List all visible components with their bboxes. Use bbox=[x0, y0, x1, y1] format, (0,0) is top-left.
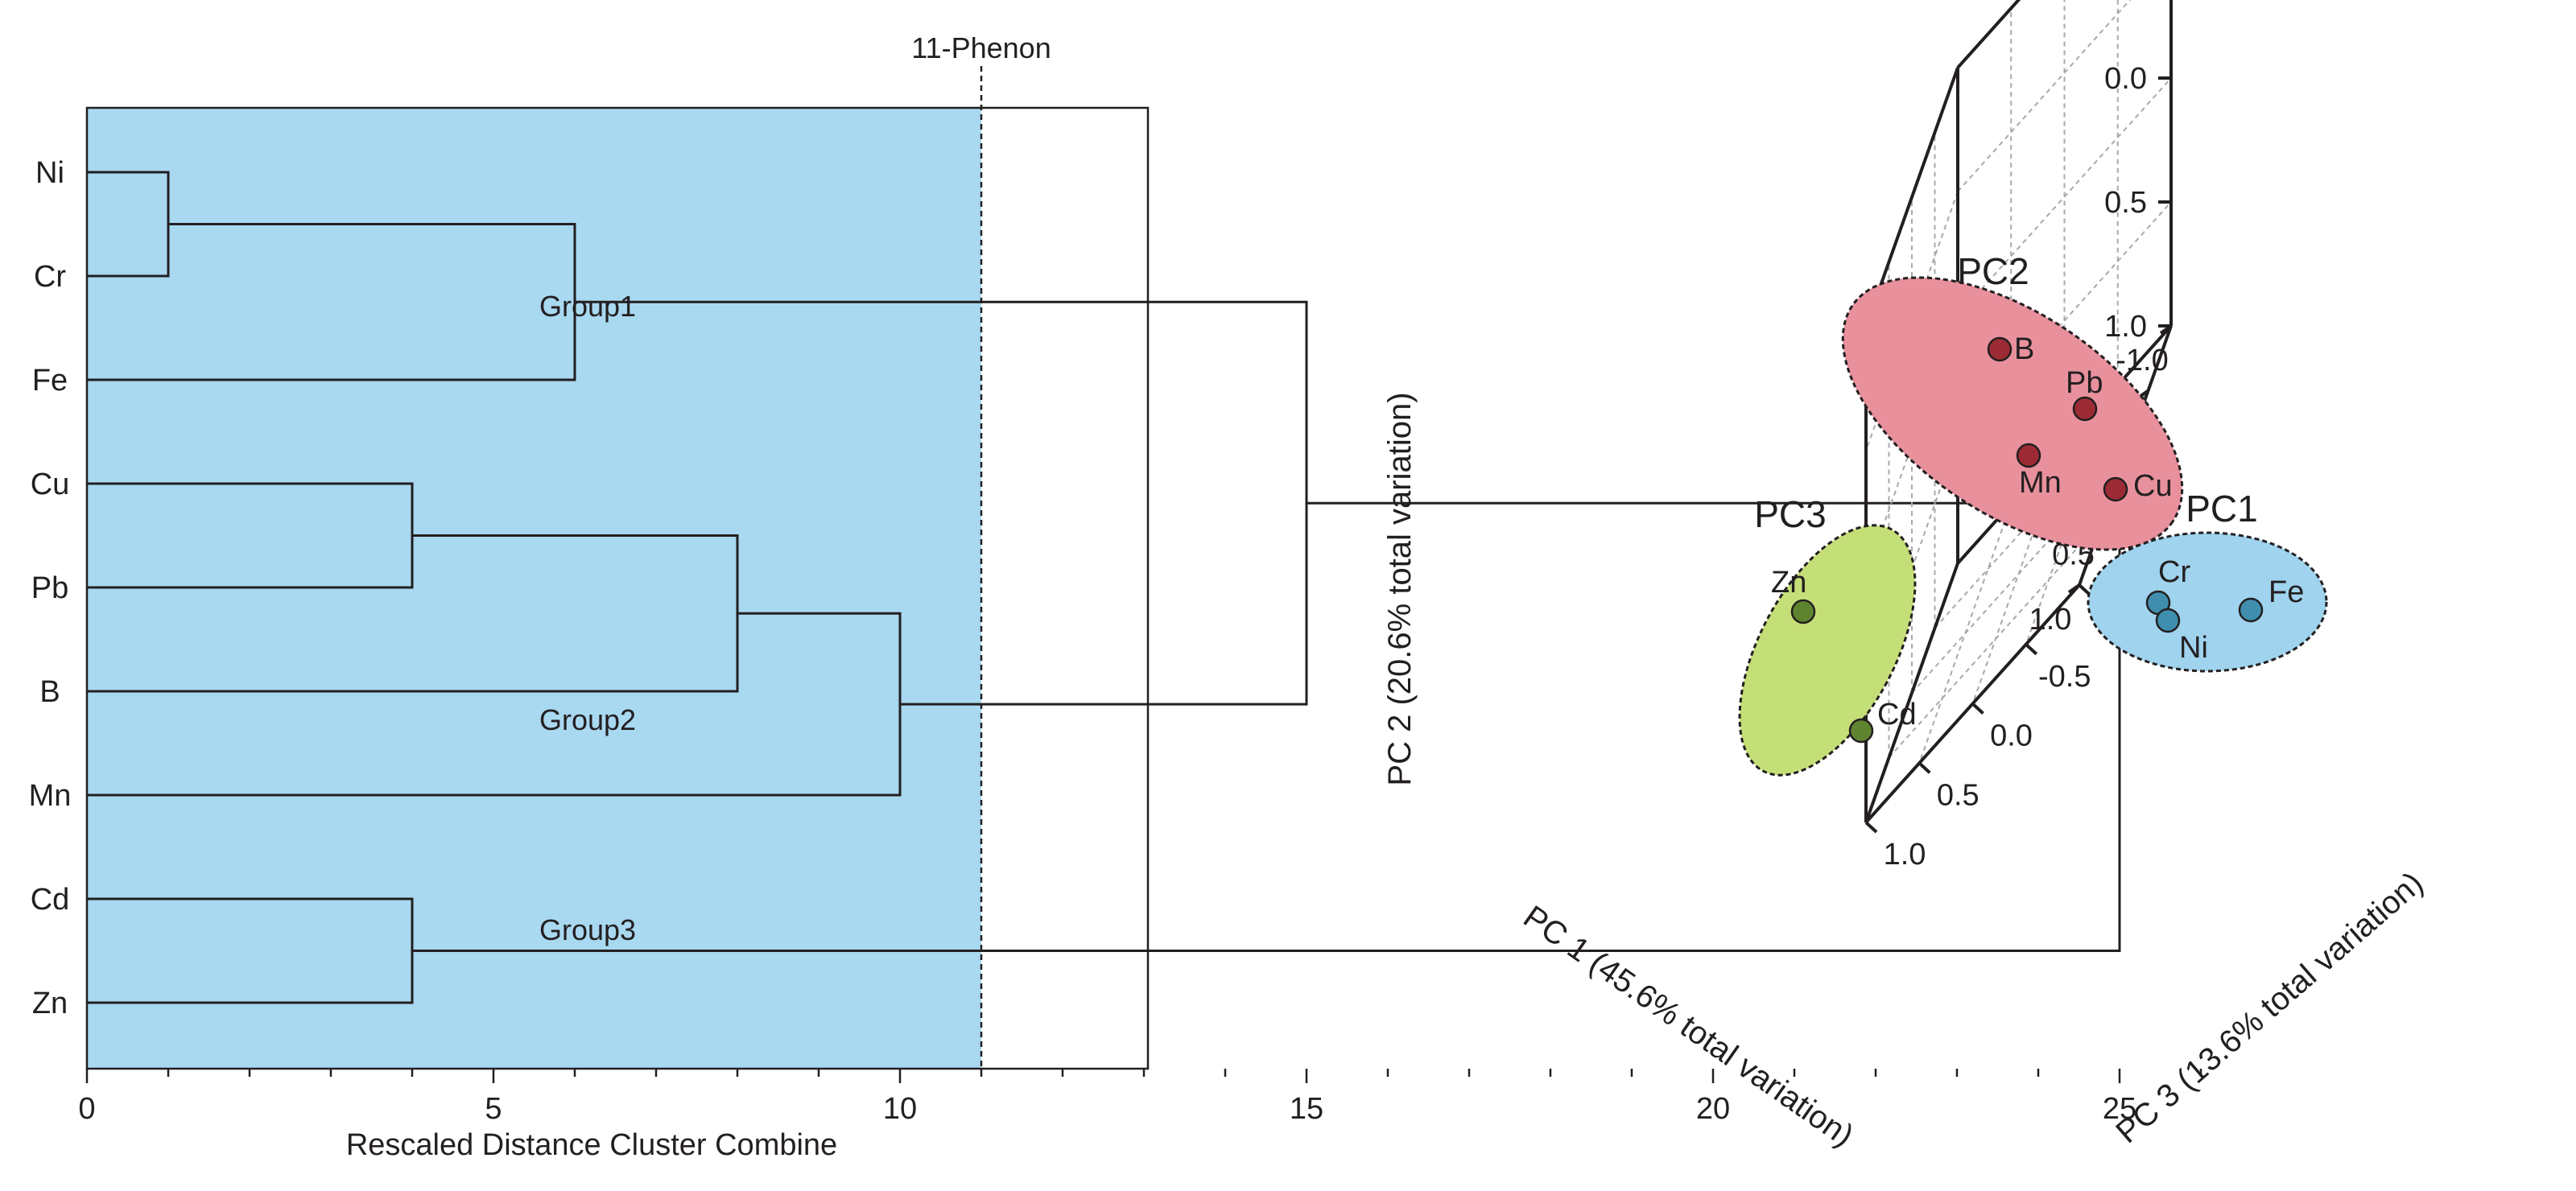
data-point bbox=[2238, 597, 2264, 623]
x-tick-label: 25 bbox=[2103, 1092, 2136, 1126]
pc1-tick-label: 1.0 bbox=[2029, 603, 2072, 637]
x-tick-label: 0 bbox=[78, 1092, 95, 1126]
point-label: Cd bbox=[1877, 698, 1917, 731]
pc2-tick-label: 1.0 bbox=[2104, 310, 2147, 344]
data-point bbox=[2155, 608, 2181, 633]
x-tick-label: 20 bbox=[1696, 1092, 1730, 1126]
leaf-label: Zn bbox=[32, 987, 68, 1020]
x-tick-label: 15 bbox=[1290, 1092, 1323, 1126]
point-label: Pb bbox=[2066, 366, 2103, 400]
data-point bbox=[2103, 476, 2128, 502]
pc3-tick bbox=[1864, 821, 1878, 834]
data-point bbox=[1790, 599, 1816, 624]
leaf-label: Mn bbox=[29, 779, 72, 813]
group-label: Group2 bbox=[539, 703, 636, 736]
group-label: Group3 bbox=[539, 913, 636, 946]
leaf-label: Fe bbox=[32, 364, 68, 398]
pc2-axis-label: PC 2 (20.6% total variation) bbox=[1382, 392, 1418, 785]
cluster-ellipse bbox=[1738, 524, 1917, 777]
pc3-tick bbox=[2025, 643, 2038, 656]
point-label: B bbox=[2014, 332, 2034, 366]
leaf-label: Ni bbox=[35, 156, 64, 190]
grid-line bbox=[1888, 519, 2103, 759]
leaf-label: Cu bbox=[31, 468, 70, 501]
cluster-ellipse bbox=[1841, 276, 2184, 551]
point-label: Zn bbox=[1771, 566, 1806, 600]
pc1-axis-label: PC 1 (45.6% total variation) bbox=[1517, 899, 1860, 1154]
merge-link-7 bbox=[412, 501, 2121, 952]
pc2-tick-label: 0.0 bbox=[2104, 62, 2147, 96]
leaf-label: B bbox=[39, 675, 60, 709]
x-axis-label: Rescaled Distance Cluster Combine bbox=[346, 1128, 837, 1162]
point-label: Cr bbox=[2158, 555, 2190, 589]
x-tick-label: 5 bbox=[485, 1092, 502, 1126]
cluster-label: PC2 bbox=[1957, 250, 2029, 292]
cluster-label: PC1 bbox=[2186, 488, 2257, 530]
leaf-label: Cr bbox=[34, 260, 66, 294]
pc1-tick-label: -1.0 bbox=[2116, 344, 2168, 377]
phenon-label: 11-Phenon bbox=[911, 31, 1051, 64]
pc2-tick-label: 0.5 bbox=[2104, 186, 2147, 220]
leaf-label: Cd bbox=[31, 883, 70, 917]
data-point bbox=[2072, 396, 2098, 422]
cluster-ellipse bbox=[2087, 531, 2328, 673]
point-label: Fe bbox=[2268, 575, 2304, 609]
data-point bbox=[1987, 336, 2013, 362]
data-point bbox=[2016, 443, 2041, 468]
x-tick-label: 10 bbox=[883, 1092, 917, 1126]
data-point bbox=[1848, 718, 1874, 744]
point-label: Ni bbox=[2179, 631, 2208, 665]
pca-3d-chart: 1.0-1.01.00.5-0.50.50.00.00.0-0.50.5-0.5… bbox=[1382, 0, 2429, 1154]
pc1-tick bbox=[2159, 324, 2173, 335]
pc3-tick-label: 1.0 bbox=[1884, 838, 1926, 872]
grid-line bbox=[1957, 0, 2132, 192]
cluster-label: PC3 bbox=[1754, 493, 1826, 535]
pc3-tick bbox=[1918, 761, 1931, 774]
dendrogram-chart: 11-Phenon Ni Cr Fe Cu Pb B Mn Cd Zn Group1 Group2 Gr… bbox=[29, 31, 2202, 1162]
box-edge bbox=[1956, 0, 2021, 69]
pc3-tick-label: -0.5 bbox=[2038, 660, 2091, 694]
point-label: Mn bbox=[2019, 466, 2062, 500]
pc1-tick bbox=[2067, 583, 2081, 594]
leaf-label: Pb bbox=[31, 571, 68, 605]
pc3-tick-label: 0.0 bbox=[1990, 719, 2033, 753]
box-edge bbox=[1864, 563, 1959, 823]
pc3-tick-label: 0.5 bbox=[1937, 778, 1979, 812]
point-label: Cu bbox=[2133, 469, 2173, 503]
pc3-tick bbox=[1971, 703, 1984, 715]
pc3-axis-label: PC 3 (13.6% total variation) bbox=[2109, 865, 2429, 1150]
group-label: Group1 bbox=[539, 290, 636, 323]
